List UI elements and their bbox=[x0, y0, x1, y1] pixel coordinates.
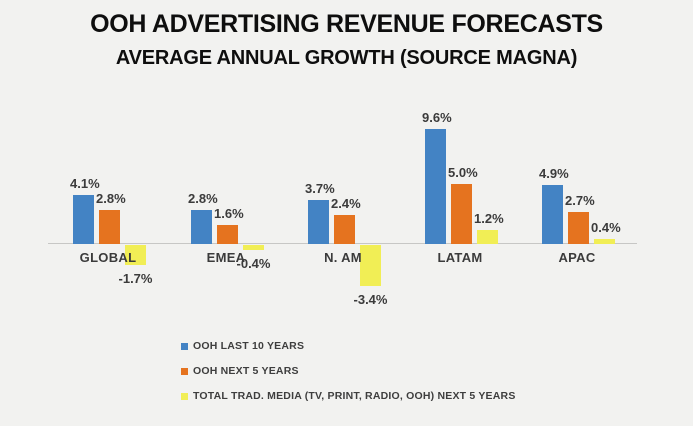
chart-subtitle: AVERAGE ANNUAL GROWTH (SOURCE MAGNA) bbox=[115, 47, 578, 69]
legend-item-0: OOH LAST 10 YEARS bbox=[181, 339, 516, 353]
legend-label: OOH LAST 10 YEARS bbox=[193, 340, 305, 352]
bar-apac-series-0 bbox=[542, 185, 563, 244]
bar-global-series-1 bbox=[99, 210, 120, 244]
chart-title: OOH ADVERTISING REVENUE FORECASTS bbox=[90, 10, 603, 38]
value-label: 1.2% bbox=[474, 211, 504, 226]
value-label: 4.9% bbox=[539, 166, 569, 181]
legend-label: OOH NEXT 5 YEARS bbox=[193, 365, 299, 377]
bar-global-series-0 bbox=[73, 195, 94, 244]
bar-latam-series-0 bbox=[425, 129, 446, 244]
category-label-n-am: N. AM bbox=[324, 250, 362, 265]
legend: OOH LAST 10 YEARS OOH NEXT 5 YEARS TOTAL T… bbox=[181, 339, 516, 414]
legend-item-2: TOTAL TRAD. MEDIA (TV, PRINT, RADIO, OOH… bbox=[181, 389, 516, 403]
category-label-emea: EMEA bbox=[206, 250, 246, 265]
value-label: 2.8% bbox=[96, 191, 126, 206]
value-label: 2.8% bbox=[188, 191, 218, 206]
legend-swatch-icon bbox=[181, 342, 188, 350]
value-label: -1.7% bbox=[118, 271, 153, 286]
value-label: 1.6% bbox=[214, 206, 244, 221]
legend-label: TOTAL TRAD. MEDIA (TV, PRINT, RADIO, OOH… bbox=[193, 390, 516, 402]
bar-n-am-series-1 bbox=[334, 215, 355, 244]
legend-swatch-icon bbox=[181, 392, 188, 400]
value-label: -0.4% bbox=[236, 256, 271, 271]
value-label: 0.4% bbox=[591, 220, 621, 235]
category-label-latam: LATAM bbox=[437, 250, 483, 265]
bar-emea-series-1 bbox=[217, 225, 238, 244]
bar-n-am-series-0 bbox=[308, 200, 329, 244]
bar-apac-series-1 bbox=[568, 212, 589, 244]
category-label-global: GLOBAL bbox=[79, 250, 137, 265]
bar-n-am-series-2 bbox=[360, 245, 381, 286]
bar-latam-series-2 bbox=[477, 230, 498, 244]
value-label: 3.7% bbox=[305, 181, 335, 196]
value-label: 9.6% bbox=[422, 110, 452, 125]
value-label: -3.4% bbox=[353, 292, 388, 307]
bar-latam-series-1 bbox=[451, 184, 472, 244]
bar-apac-series-2 bbox=[594, 239, 615, 244]
bar-global-series-2 bbox=[125, 245, 146, 265]
legend-item-1: OOH NEXT 5 YEARS bbox=[181, 364, 516, 378]
value-label: 2.7% bbox=[565, 193, 595, 208]
bar-emea-series-2 bbox=[243, 245, 264, 250]
value-label: 4.1% bbox=[70, 176, 100, 191]
legend-swatch-icon bbox=[181, 367, 188, 375]
category-label-apac: APAC bbox=[558, 250, 596, 265]
bar-emea-series-0 bbox=[191, 210, 212, 244]
value-label: 2.4% bbox=[331, 196, 361, 211]
value-label: 5.0% bbox=[448, 165, 478, 180]
